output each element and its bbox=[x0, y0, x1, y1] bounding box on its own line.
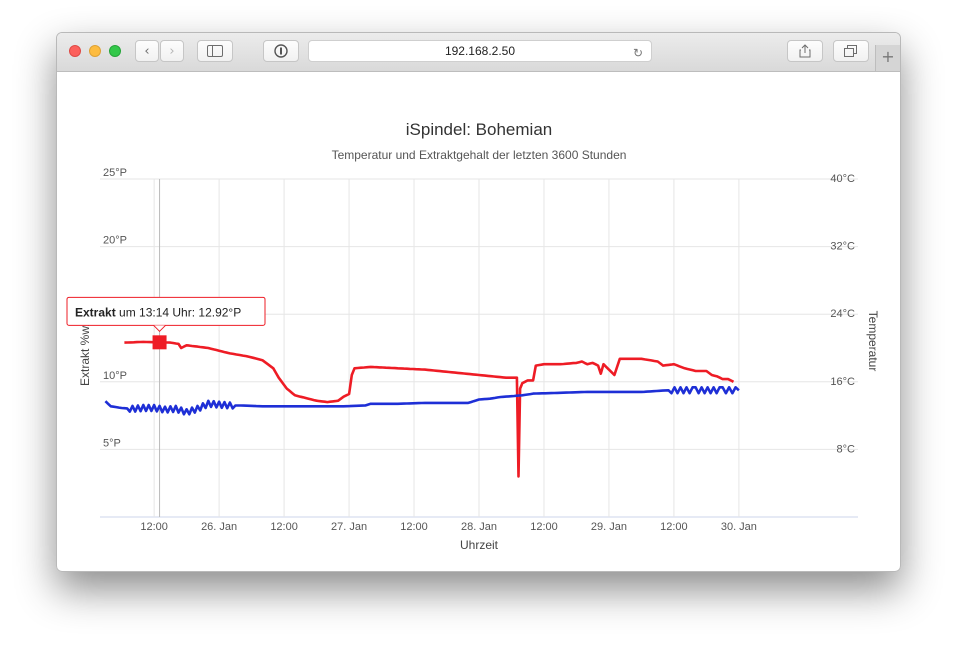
y-tick-label-right: 16°C bbox=[830, 376, 855, 388]
series-line-extrakt bbox=[124, 340, 735, 478]
sidebar-icon bbox=[207, 45, 223, 57]
browser-toolbar: ‹ › 192.168.2.50 ↻ + bbox=[57, 33, 900, 72]
x-tick-label: 12:00 bbox=[140, 521, 168, 533]
y-axis-title-right: Temperatur bbox=[866, 311, 880, 372]
y-tick-label-left: 25°P bbox=[103, 167, 127, 179]
plus-icon: + bbox=[881, 47, 895, 66]
x-tick-label: 26. Jan bbox=[201, 521, 237, 533]
x-tick-label: 12:00 bbox=[270, 521, 298, 533]
tooltip-text: Extrakt um 13:14 Uhr: 12.92°P bbox=[75, 305, 241, 319]
chart: iSpindel: Bohemian Temperatur und Extrak… bbox=[66, 120, 880, 552]
new-tab-button[interactable]: + bbox=[875, 45, 900, 71]
tooltip-value-text: um 13:14 Uhr: 12.92°P bbox=[116, 305, 242, 319]
y-tick-label-left: 5°P bbox=[103, 437, 121, 449]
chevron-left-icon: ‹ bbox=[144, 43, 150, 59]
address-bar[interactable]: 192.168.2.50 ↻ bbox=[308, 40, 652, 62]
share-button[interactable] bbox=[787, 40, 823, 62]
y-tick-label-left: 10°P bbox=[103, 370, 127, 382]
y-tick-label-right: 40°C bbox=[830, 173, 855, 185]
y-tick-label-left: 20°P bbox=[103, 235, 127, 247]
tabs-icon bbox=[844, 45, 857, 57]
x-tick-label: 29. Jan bbox=[591, 521, 627, 533]
browser-window: ‹ › 192.168.2.50 ↻ + iSpindel: Bohemian … bbox=[56, 32, 901, 572]
series-line-temperatur bbox=[104, 386, 740, 416]
sidebar-toggle-button[interactable] bbox=[197, 40, 233, 62]
tooltip-pointer bbox=[153, 324, 166, 333]
x-tick-label: 28. Jan bbox=[461, 521, 497, 533]
y-axis-title-left: Extrakt %w/w bbox=[78, 314, 92, 386]
x-tick-label: 27. Jan bbox=[331, 521, 367, 533]
x-tick-label: 12:00 bbox=[530, 521, 558, 533]
close-window-button[interactable] bbox=[69, 45, 81, 57]
x-axis-title: Uhrzeit bbox=[460, 538, 499, 552]
privacy-report-button[interactable] bbox=[263, 40, 299, 62]
back-button[interactable]: ‹ bbox=[135, 40, 159, 62]
tooltip-point-marker bbox=[152, 335, 167, 350]
x-tick-label: 30. Jan bbox=[721, 521, 757, 533]
y-axis-right: 8°C 16°C 24°C 32°C 40°C bbox=[830, 173, 855, 455]
tooltip-series-name: Extrakt bbox=[75, 305, 116, 319]
info-shield-icon bbox=[274, 44, 288, 58]
grid bbox=[100, 178, 858, 518]
url-text: 192.168.2.50 bbox=[444, 44, 516, 58]
y-tick-label-right: 32°C bbox=[830, 241, 855, 253]
chevron-right-icon: › bbox=[169, 43, 175, 59]
x-axis: 12:00 26. Jan 12:00 27. Jan 12:00 28. Jan 12:0… bbox=[140, 521, 757, 533]
share-icon bbox=[799, 44, 811, 58]
tabs-overview-button[interactable] bbox=[833, 40, 869, 62]
tooltip: Extrakt um 13:14 Uhr: 12.92°P bbox=[66, 296, 266, 350]
y-tick-label-right: 24°C bbox=[830, 308, 855, 320]
y-tick-label-right: 8°C bbox=[837, 443, 856, 455]
minimize-window-button[interactable] bbox=[89, 45, 101, 57]
x-tick-label: 12:00 bbox=[400, 521, 428, 533]
forward-button[interactable]: › bbox=[160, 40, 184, 62]
chart-title: iSpindel: Bohemian bbox=[406, 120, 552, 139]
x-tick-label: 12:00 bbox=[660, 521, 688, 533]
zoom-window-button[interactable] bbox=[109, 45, 121, 57]
tooltip-box bbox=[66, 296, 266, 326]
chart-subtitle: Temperatur und Extraktgehalt der letzten… bbox=[332, 148, 627, 162]
reload-icon[interactable]: ↻ bbox=[632, 46, 643, 60]
